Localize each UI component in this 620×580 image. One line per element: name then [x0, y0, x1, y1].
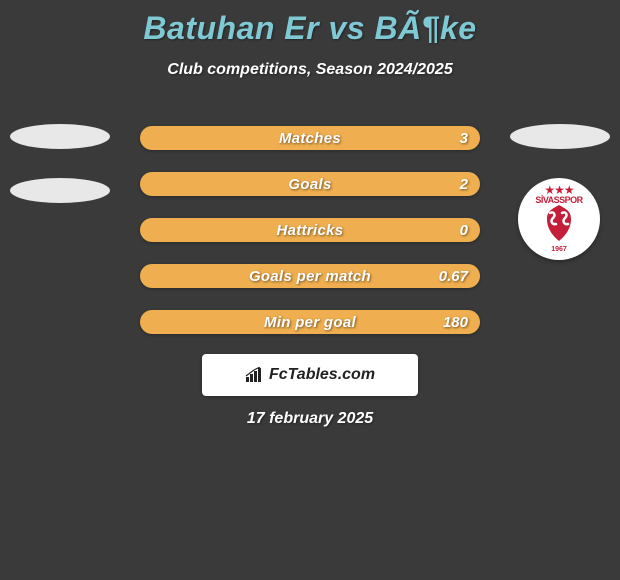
- stat-bar: Goals per match 0.67: [140, 264, 480, 288]
- stat-bar-value: 0: [460, 222, 468, 239]
- footer-brand-text: FcTables.com: [269, 366, 375, 384]
- stats-bars: Matches 3 Goals 2 Hattricks 0 Goals per match 0…: [140, 126, 480, 356]
- stat-bar-value: 0.67: [439, 268, 468, 285]
- footer-brand-box[interactable]: FcTables.com: [202, 354, 418, 396]
- left-badge-placeholder: [10, 178, 110, 203]
- stat-bar: Min per goal 180: [140, 310, 480, 334]
- team-logo-name: SİVASSPOR: [535, 195, 582, 205]
- stat-bar: Matches 3: [140, 126, 480, 150]
- chart-icon: [245, 367, 265, 383]
- team-logo-year: 1967: [551, 246, 567, 253]
- stat-bar-value: 180: [443, 314, 468, 331]
- stat-bar-label: Goals per match: [249, 268, 371, 285]
- page-title: Batuhan Er vs BÃ¶ke: [0, 0, 620, 47]
- stat-bar-value: 2: [460, 176, 468, 193]
- stat-bar-label: Min per goal: [264, 314, 356, 331]
- date-text: 17 february 2025: [0, 410, 620, 428]
- team-logo-emblem-icon: [538, 201, 580, 243]
- stat-bar: Hattricks 0: [140, 218, 480, 242]
- stat-bar-label: Goals: [288, 176, 331, 193]
- stat-bar: Goals 2: [140, 172, 480, 196]
- stat-bar-label: Matches: [279, 130, 341, 147]
- subtitle: Club competitions, Season 2024/2025: [0, 61, 620, 79]
- left-badge-placeholder: [10, 124, 110, 149]
- stat-bar-label: Hattricks: [277, 222, 344, 239]
- stat-bar-value: 3: [460, 130, 468, 147]
- right-badge-placeholder: [510, 124, 610, 149]
- team-logo: ★★★ SİVASSPOR 1967: [518, 178, 600, 260]
